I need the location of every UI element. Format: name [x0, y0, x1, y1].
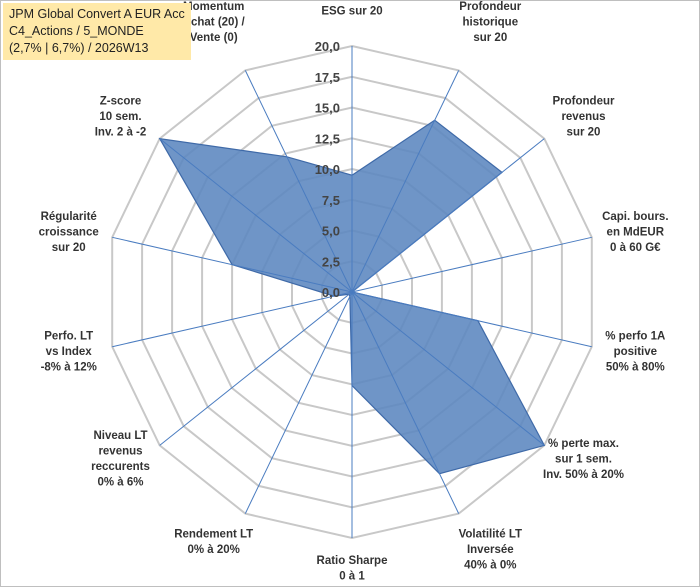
axis-label-2: Profondeur revenus sur 20 — [553, 96, 615, 139]
tick-label: 10,0 — [315, 162, 340, 177]
axis-label-6: Volatilité LT Inversée 40% à 0% — [459, 529, 522, 572]
spoke-12 — [159, 138, 353, 293]
spoke-6 — [351, 291, 460, 514]
tick-label: 17,5 — [315, 70, 340, 85]
axis-label-7: Ratio Sharpe 0 à 1 — [317, 555, 388, 583]
axis-label-8: Rendement LT 0% à 20% — [174, 529, 253, 557]
spokes — [112, 46, 592, 538]
tick-label: 12,5 — [315, 131, 340, 146]
axis-label-3: Capi. bours. en MdEUR 0 à 60 G€ — [602, 211, 668, 254]
spoke-2 — [351, 138, 545, 293]
axis-label-5: % perte max. sur 1 sem. Inv. 50% à 20% — [543, 438, 624, 481]
radial-tick-labels: 0,0 2,5 5,0 7,5 10,0 12,5 15,0 17,5 20,0 — [315, 39, 340, 300]
spoke-4 — [351, 291, 592, 348]
spoke-3 — [351, 236, 592, 293]
axis-label-12: Z-score 10 sem. Inv. 2 à -2 — [95, 96, 147, 139]
spoke-13 — [244, 70, 353, 293]
title-line-stats: (2,7% | 6,7%) / 2026W13 — [9, 41, 149, 55]
spoke-8 — [244, 291, 353, 514]
tick-label: 20,0 — [315, 39, 340, 54]
axis-label-11: Régularité croissance sur 20 — [39, 211, 99, 254]
chart-title-box: JPM Global Convert A EUR Acc C4_Actions … — [3, 3, 191, 60]
tick-label: 2,5 — [322, 254, 340, 269]
axis-label-0: NoteESG sur 20 — [321, 0, 382, 18]
tick-label: 5,0 — [322, 224, 340, 239]
axis-label-9: Niveau LT revenus reccurents 0% à 6% — [91, 430, 150, 489]
title-line-category: C4_Actions / 5_MONDE — [9, 24, 144, 38]
tick-label: 0,0 — [322, 285, 340, 300]
spoke-1 — [351, 70, 460, 293]
axis-label-4: % perfo 1A positive 50% à 80% — [605, 330, 665, 373]
axis-label-13: Momentum Achat (20) / Vente (0) — [183, 1, 246, 44]
spoke-5 — [351, 291, 545, 446]
spoke-11 — [112, 236, 353, 293]
axis-label-1: Profondeur historique sur 20 — [459, 1, 521, 44]
title-line-fund: JPM Global Convert A EUR Acc — [9, 7, 185, 21]
spoke-10 — [112, 291, 353, 348]
spoke-9 — [159, 291, 353, 446]
axis-label-10: Perfo. LT vs Index -8% à 12% — [41, 330, 97, 373]
tick-label: 7,5 — [322, 193, 340, 208]
tick-label: 15,0 — [315, 101, 340, 116]
